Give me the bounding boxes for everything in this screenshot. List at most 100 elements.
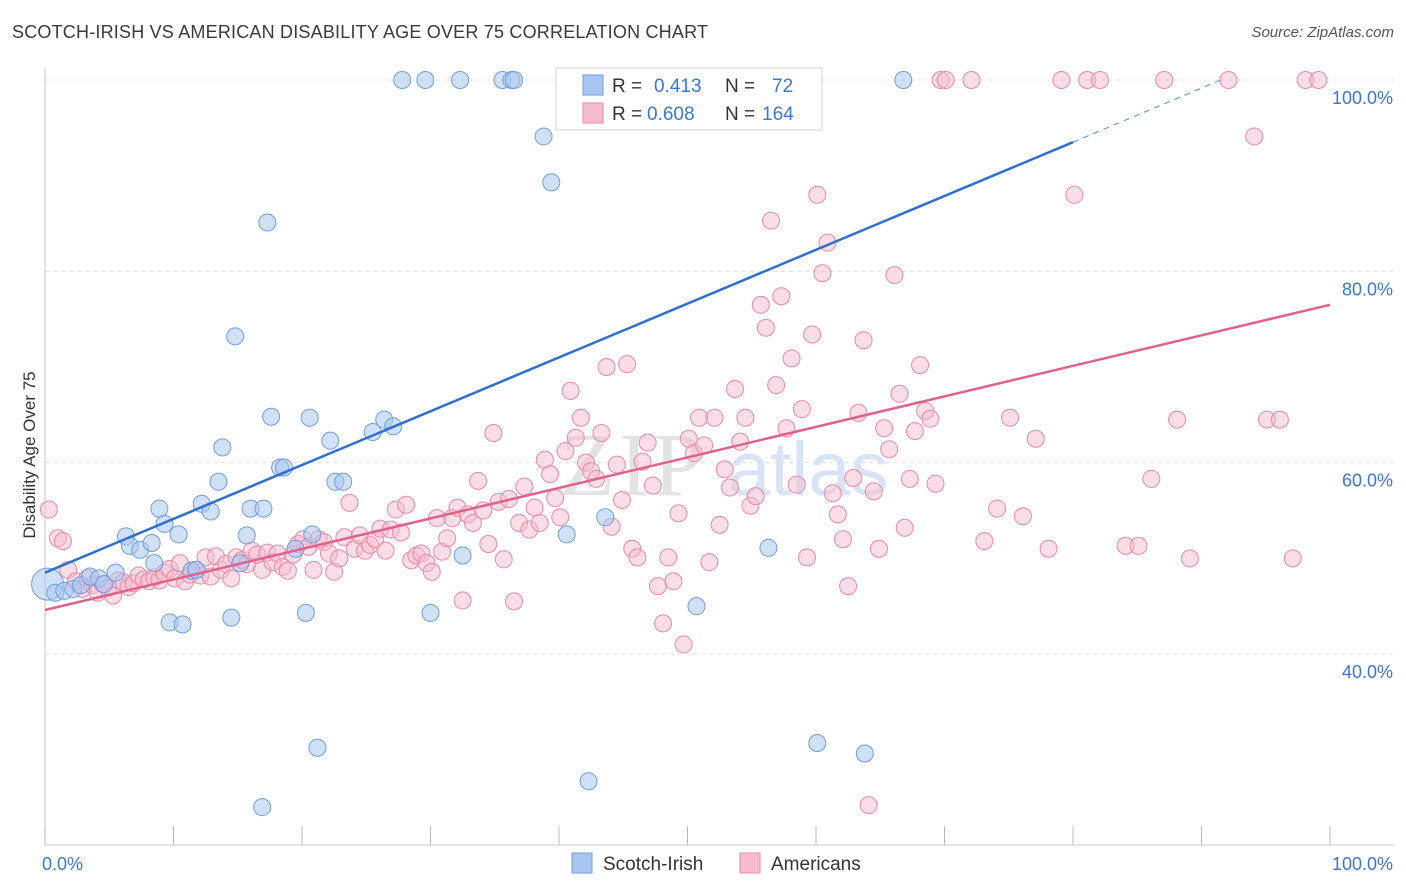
americans-point-139 (762, 211, 781, 230)
scotch-irish-point-54 (505, 71, 524, 89)
legend-r-label-2: R = (612, 104, 642, 125)
scotch-irish-point-26 (226, 327, 245, 346)
americans-point-0 (39, 500, 58, 519)
scotch-irish-point-49 (421, 603, 440, 622)
legend-n-value-1: 72 (772, 76, 793, 97)
americans-point-149 (813, 264, 832, 283)
scotch-irish-point-31 (254, 499, 273, 518)
americans-point-125 (690, 408, 709, 427)
americans-point-116 (643, 476, 662, 495)
bottom-legend-scotch-irish: Scotch-Irish (603, 854, 703, 875)
americans-point-55 (330, 549, 349, 568)
scotch-irish-point-23 (209, 472, 228, 491)
americans-point-102 (571, 408, 590, 427)
scotch-irish-point-40 (308, 738, 327, 757)
americans-point-174 (962, 71, 981, 89)
americans-point-119 (659, 548, 678, 567)
americans-point-101 (566, 428, 585, 447)
americans-point-197 (1309, 71, 1328, 89)
americans-point-113 (628, 548, 647, 567)
y-tick-labels: 40.0% 60.0% 80.0% 100.0% (1332, 88, 1393, 682)
americans-point-106 (592, 424, 611, 443)
americans-point-166 (900, 469, 919, 488)
scotch-irish-points (31, 71, 913, 817)
legend-r-value-2: 0.608 (647, 104, 695, 125)
stats-legend: R = 0.413 N = 72 R = 0.608 N = 164 (555, 67, 823, 131)
americans-point-155 (844, 468, 863, 487)
chart-source: Source: ZipAtlas.com (1251, 24, 1394, 41)
americans-point-98 (551, 508, 570, 527)
americans-point-45 (278, 561, 297, 580)
americans-point-91 (515, 477, 534, 496)
americans-point-97 (546, 489, 565, 508)
bottom-legend-americans: Americans (771, 854, 861, 875)
americans-point-136 (746, 487, 765, 506)
y-axis-title: Disability Age Over 75 (20, 371, 39, 538)
scotch-irish-point-39 (303, 525, 322, 544)
americans-point-189 (1168, 410, 1187, 429)
americans-point-143 (782, 349, 801, 368)
americans-point-64 (376, 541, 395, 560)
americans-point-85 (484, 424, 503, 443)
legend-n-label-2: N = (725, 104, 755, 125)
americans-point-73 (422, 562, 441, 581)
americans-point-100 (561, 381, 580, 400)
y-tick-label-0: 40.0% (1342, 662, 1393, 682)
scotch-irish-point-70 (855, 744, 874, 763)
americans-point-67 (391, 523, 410, 542)
americans-point-161 (875, 419, 894, 438)
americans-point-140 (767, 376, 786, 395)
americans-point-89 (505, 592, 524, 611)
americans-point-132 (726, 380, 745, 399)
scotch-irish-point-25 (222, 608, 241, 627)
trend-lines (44, 79, 1331, 612)
americans-point-130 (715, 460, 734, 479)
scotch-irish-point-59 (579, 772, 598, 791)
americans-point-162 (880, 440, 899, 459)
scotch-irish-point-68 (759, 538, 778, 557)
legend-swatch-blue (582, 74, 604, 96)
legend-r-label-1: R = (612, 76, 642, 97)
scotch-irish-point-17 (169, 525, 188, 544)
americans-point-178 (1013, 507, 1032, 526)
scotch-irish-point-55 (534, 127, 553, 146)
scotch-irish-point-47 (393, 71, 412, 89)
bottom-legend-swatch-scotch-irish (571, 852, 593, 874)
americans-points (39, 71, 1328, 815)
americans-point-122 (674, 635, 693, 654)
americans-point-82 (469, 471, 488, 490)
americans-point-195 (1283, 549, 1302, 568)
americans-point-154 (839, 577, 858, 596)
americans-point-181 (1052, 71, 1071, 89)
americans-point-160 (869, 539, 888, 558)
americans-point-128 (705, 408, 724, 427)
americans-point-186 (1129, 536, 1148, 555)
americans-point-76 (438, 529, 457, 548)
scotch-irish-point-43 (334, 472, 353, 491)
axes (44, 68, 1395, 846)
scotch-irish-point-57 (557, 525, 576, 544)
x-tick-label-1: 100.0% (1332, 854, 1393, 874)
scotch-irish-point-38 (300, 408, 319, 427)
scotch-irish-point-48 (416, 71, 435, 89)
chart-title: SCOTCH-IRISH VS AMERICAN DISABILITY AGE … (12, 22, 709, 42)
americans-point-137 (751, 295, 770, 314)
scotch-irish-point-69 (808, 733, 827, 752)
americans-point-170 (921, 409, 940, 428)
scotch-irish-point-56 (542, 173, 561, 192)
scotch-irish-point-71 (894, 71, 913, 89)
scotch-irish-point-13 (145, 554, 164, 573)
americans-point-187 (1142, 469, 1161, 488)
americans-point-110 (612, 490, 631, 509)
americans-point-167 (905, 422, 924, 441)
americans-point-151 (823, 484, 842, 503)
americans-trend-line (44, 303, 1331, 612)
americans-point-175 (975, 532, 994, 551)
americans-point-164 (890, 384, 909, 403)
americans-point-180 (1039, 539, 1058, 558)
x-tick-labels: 0.0% 100.0% (42, 854, 1393, 874)
americans-point-131 (720, 478, 739, 497)
americans-point-121 (669, 504, 688, 523)
scotch-irish-point-7 (95, 575, 114, 594)
